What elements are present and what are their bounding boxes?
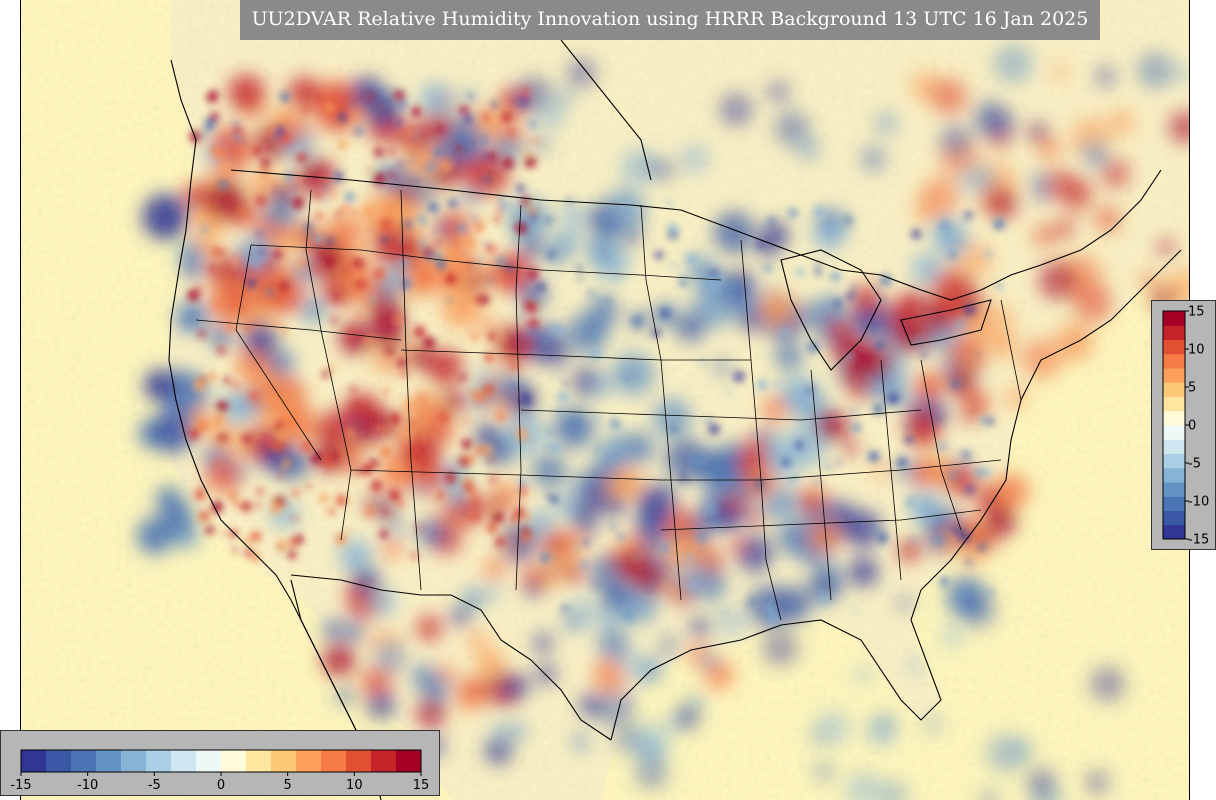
colorbar-swatch <box>146 750 172 772</box>
colorbar-swatch <box>1163 325 1185 340</box>
great-lakes <box>780 249 992 371</box>
colorbar-tick-label: 5 <box>284 778 292 793</box>
colorbar-swatch <box>296 750 322 772</box>
hudson-bay-shore <box>560 39 652 181</box>
colorbar-swatch <box>196 750 222 772</box>
colorbar-swatch <box>1163 339 1185 355</box>
canada-border <box>230 169 1162 301</box>
colorbar-swatch <box>1163 382 1185 397</box>
colorbar-swatch <box>1163 311 1185 326</box>
colorbar-swatch <box>21 750 47 772</box>
colorbar-swatch <box>221 750 247 772</box>
colorbar-tick-label: 0 <box>1188 419 1196 434</box>
map-panel[interactable] <box>20 0 1190 800</box>
horizontal-colorbar: -15 -10 -5 0 5 10 15 <box>0 730 440 796</box>
colorbar-swatch <box>71 750 97 772</box>
colorbar-tick-label: 0 <box>217 778 225 793</box>
colorbar-swatch <box>1163 439 1185 454</box>
horizontal-colorbar-graphic: -15 -10 -5 0 5 10 15 <box>10 749 430 793</box>
colorbar-swatch <box>1163 368 1185 383</box>
colorbar-swatch <box>1163 467 1185 483</box>
colorbar-tick-label: -5 <box>148 778 161 793</box>
vertical-colorbar-graphic: -15 -10 -5 0 5 10 15 <box>1162 305 1209 548</box>
state-lines <box>195 189 1022 621</box>
colorbar-swatch <box>1163 510 1185 526</box>
map-title: UU2DVAR Relative Humidity Innovation usi… <box>240 0 1100 40</box>
colorbar-swatch <box>246 750 272 772</box>
colorbar-swatch <box>271 750 297 772</box>
baja-coastline <box>290 579 362 741</box>
colorbar-tick-label: 15 <box>413 778 430 793</box>
colorbar-tick-label: -5 <box>1188 457 1201 472</box>
vertical-colorbar: -15 -10 -5 0 5 10 15 <box>1151 300 1216 550</box>
colorbar-swatch <box>96 750 122 772</box>
gulf-coastline <box>610 589 942 741</box>
colorbar-tick-label: 10 <box>1188 343 1205 358</box>
colorbar-swatch <box>1163 482 1185 497</box>
colorbar-swatch <box>46 750 72 772</box>
colorbar-swatch <box>371 750 397 772</box>
colorbar-swatch <box>1163 453 1185 469</box>
colorbar-tick-label: -10 <box>1188 495 1209 510</box>
colorbar-swatch <box>1163 396 1185 412</box>
colorbar-swatch <box>1163 410 1185 426</box>
colorbar-tick-label: 15 <box>1188 305 1205 320</box>
colorbar-swatch <box>1163 425 1185 440</box>
colorbar-swatch <box>121 750 147 772</box>
mexico-border <box>290 574 612 741</box>
colorbar-swatch <box>1163 353 1185 369</box>
colorbar-tick-label: -15 <box>10 778 31 793</box>
humidity-innovation-map <box>21 0 1189 800</box>
colorbar-swatch <box>396 750 422 772</box>
terrain-texture <box>21 0 1189 800</box>
colorbar-tick-label: -15 <box>1188 533 1209 548</box>
colorbar-swatch <box>1163 496 1185 511</box>
colorbar-tick-label: 5 <box>1188 381 1196 396</box>
colorbar-swatch <box>171 750 197 772</box>
colorbar-tick-label: -10 <box>77 778 98 793</box>
colorbar-tick-label: 10 <box>346 778 363 793</box>
colorbar-swatch <box>321 750 347 772</box>
colorbar-swatch <box>346 750 372 772</box>
colorbar-swatch <box>1163 524 1185 540</box>
